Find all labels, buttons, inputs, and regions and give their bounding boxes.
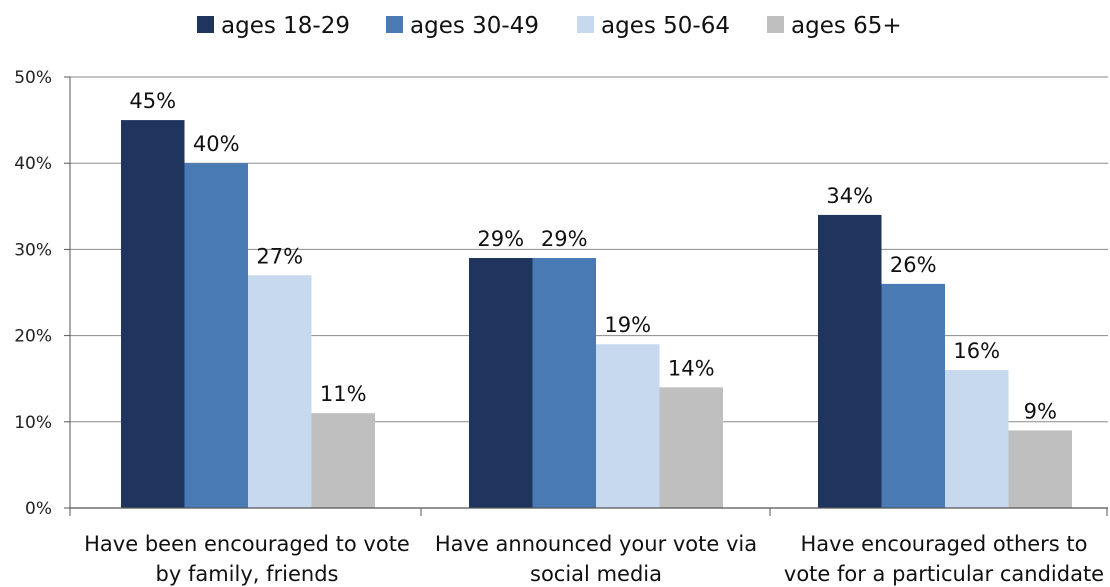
- bar-ages-65--2: [1008, 430, 1072, 508]
- legend-label: ages 65+: [791, 13, 902, 39]
- y-axis: 0% 10% 20% 30% 40% 50%: [14, 68, 71, 519]
- category-label: Have encouraged others to vote for a part…: [784, 532, 1104, 586]
- y-tick-label: 50%: [14, 68, 52, 88]
- y-tick-label: 40%: [14, 154, 52, 174]
- data-label: 34%: [826, 184, 873, 208]
- data-label: 27%: [256, 244, 303, 268]
- bar-ages-50-64-0: [248, 275, 312, 508]
- y-tick-label: 20%: [14, 327, 52, 347]
- y-tick-label: 30%: [14, 240, 52, 260]
- legend-item: ages 30-49: [386, 13, 539, 39]
- category-label-line: Have been encouraged to vote: [84, 532, 410, 556]
- data-label: 9%: [1024, 399, 1057, 423]
- bar-ages-50-64-1: [596, 344, 660, 508]
- category-label-line: by family, friends: [156, 562, 339, 586]
- y-tick-label: 0%: [25, 499, 52, 519]
- legend-item: ages 50-64: [577, 13, 730, 39]
- data-label: 40%: [193, 132, 240, 156]
- data-label: 19%: [604, 313, 651, 337]
- data-label: 26%: [890, 253, 937, 277]
- bar-ages-30-49-2: [881, 283, 945, 508]
- data-label: 16%: [953, 339, 1000, 363]
- legend-label: ages 30-49: [410, 13, 539, 39]
- bar-ages-18-29-0: [121, 120, 185, 508]
- legend-swatch: [197, 16, 214, 33]
- category-label-line: social media: [530, 562, 662, 586]
- category-label-line: Have announced your vote via: [435, 532, 757, 556]
- legend-item: ages 18-29: [197, 13, 350, 39]
- legend-swatch: [577, 16, 594, 33]
- legend-item: ages 65+: [767, 13, 902, 39]
- bars: [121, 120, 1072, 509]
- y-tick-label: 10%: [14, 413, 52, 433]
- x-axis: Have been encouraged to vote by family, f…: [69, 507, 1108, 586]
- category-label: Have announced your vote via social media: [435, 532, 757, 586]
- category-label-line: vote for a particular candidate: [784, 562, 1104, 586]
- bar-ages-30-49-1: [532, 258, 596, 508]
- category-label: Have been encouraged to vote by family, f…: [84, 532, 410, 586]
- legend-label: ages 50-64: [601, 13, 730, 39]
- bar-ages-30-49-0: [184, 163, 248, 508]
- legend-label: ages 18-29: [221, 13, 350, 39]
- data-label: 29%: [477, 227, 524, 251]
- data-label: 45%: [129, 89, 176, 113]
- data-label: 14%: [668, 356, 715, 380]
- data-labels: 45% 29% 34% 40% 29% 26% 27% 19% 16% 11% 14% 9%: [129, 89, 1057, 423]
- legend-swatch: [767, 16, 784, 33]
- data-label: 11%: [320, 382, 367, 406]
- bar-ages-18-29-2: [818, 214, 882, 509]
- bar-ages-65--0: [311, 413, 375, 508]
- bar-ages-65--1: [659, 387, 723, 508]
- bar-ages-50-64-2: [945, 370, 1009, 508]
- legend-swatch: [386, 16, 403, 33]
- data-label: 29%: [541, 227, 588, 251]
- bar-ages-18-29-1: [469, 258, 533, 508]
- category-label-line: Have encouraged others to: [800, 532, 1087, 556]
- legend: ages 18-29 ages 30-49 ages 50-64 ages 65+: [197, 13, 902, 39]
